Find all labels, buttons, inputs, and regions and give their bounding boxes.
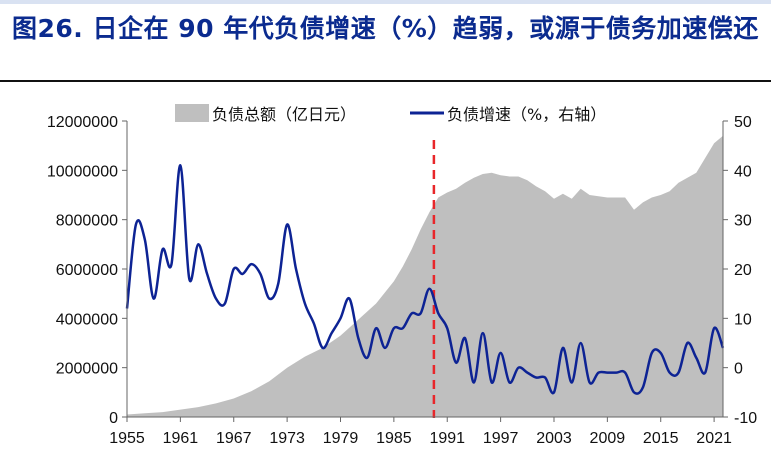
- y-right-tick-label: 30: [734, 213, 752, 230]
- line-layer: [125, 164, 725, 395]
- top-accent-bar: [0, 0, 771, 4]
- y-left-tick-label: 8000000: [56, 213, 118, 230]
- x-tick-label: 2003: [536, 430, 572, 447]
- x-tick-label: 1961: [163, 430, 199, 447]
- y-right-tick-label: 40: [734, 163, 752, 180]
- y-left-tick-label: 0: [109, 410, 118, 427]
- x-tick-label: 1979: [323, 430, 359, 447]
- y-left-tick-label: 2000000: [56, 361, 118, 378]
- x-tick-label: 1985: [376, 430, 412, 447]
- y-right-tick-label: 0: [734, 361, 743, 378]
- y-left-tick-label: 10000000: [47, 163, 118, 180]
- title-rule: [0, 80, 771, 82]
- y-left-tick-label: 6000000: [56, 262, 118, 279]
- legend-label-line: 负债增速（%，右轴）: [447, 105, 606, 124]
- area-layer: [127, 135, 723, 418]
- y-right-tick-label: 50: [734, 114, 752, 131]
- legend-swatch-area: [175, 104, 209, 122]
- y-left-tick-label: 12000000: [47, 114, 118, 131]
- figure-title: 图26. 日企在 90 年代负债增速（%）趋弱，或源于债务加速偿还: [12, 14, 759, 43]
- axes-layer: 0 2000000 4000000 6000000 8000000 10000000 120…: [47, 114, 757, 447]
- y-right-tick-label: 10: [734, 311, 752, 328]
- y-right-tick-label: 20: [734, 262, 752, 279]
- line-debt-growth: [125, 164, 725, 395]
- area-debt-total: [127, 135, 723, 418]
- x-tick-label: 2021: [696, 430, 732, 447]
- x-tick-label: 1997: [483, 430, 519, 447]
- x-tick-label: 1973: [269, 430, 305, 447]
- y-left-tick-label: 4000000: [56, 311, 118, 328]
- legend: 负债总额（亿日元） 负债增速（%，右轴）: [175, 104, 606, 124]
- legend-label-area: 负债总额（亿日元）: [212, 105, 356, 124]
- x-tick-label: 2009: [590, 430, 626, 447]
- x-tick-label: 2015: [643, 430, 679, 447]
- x-tick-label: 1967: [216, 430, 252, 447]
- x-tick-label: 1955: [109, 430, 145, 447]
- x-tick-label: 1991: [429, 430, 465, 447]
- y-right-tick-label: -10: [734, 410, 757, 427]
